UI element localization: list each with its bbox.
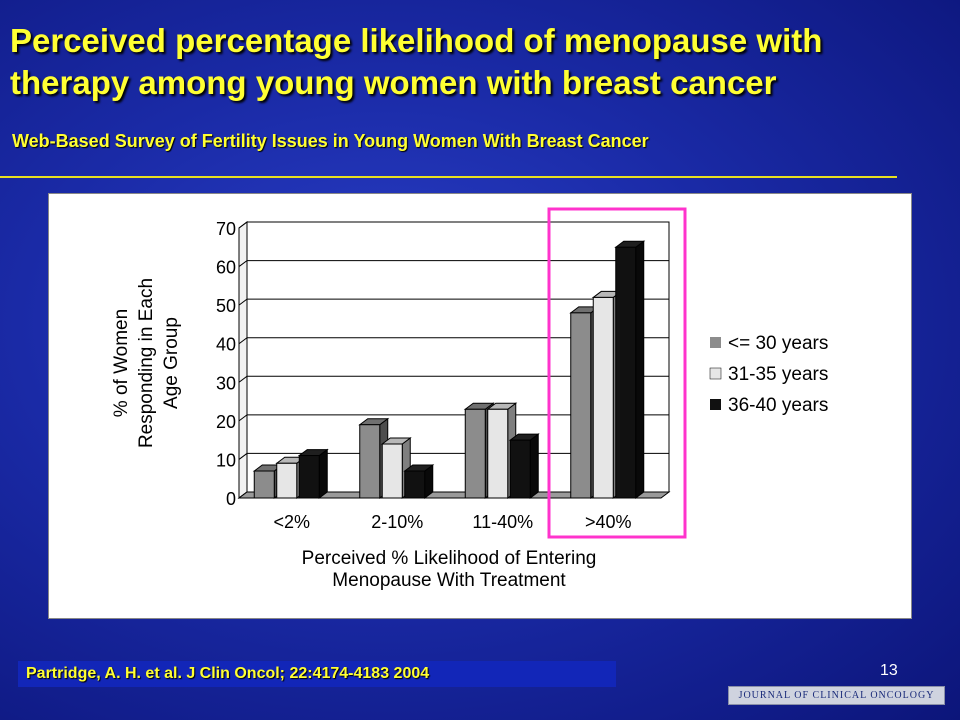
slide-subtitle: Web-Based Survey of Fertility Issues in … — [12, 131, 649, 151]
gridline — [238, 414, 669, 422]
legend-label: 31-35 years — [728, 364, 828, 385]
y-tick-label: 50 — [216, 296, 236, 316]
slide-title: Perceived percentage likelihood of menop… — [10, 22, 823, 101]
x-tick-label: 2-10% — [371, 512, 423, 532]
y-tick-label: 10 — [216, 450, 236, 470]
gridline — [238, 298, 669, 306]
journal-logo: JOURNAL OF CLINICAL ONCOLOGY — [728, 686, 945, 705]
bar-side — [635, 240, 645, 499]
y-tick-label: 40 — [216, 335, 236, 355]
legend-label: 36-40 years — [728, 395, 828, 416]
gridline — [238, 375, 669, 383]
y-axis-label: Age Group — [161, 317, 182, 409]
bar — [404, 470, 426, 499]
gridline — [238, 221, 669, 229]
highlight-box — [547, 207, 687, 539]
x-axis-label: Perceived % Likelihood of Entering — [302, 548, 597, 569]
bar-side — [318, 448, 328, 499]
bar — [298, 455, 320, 499]
x-tick-label: 11-40% — [472, 512, 533, 532]
x-axis-label: Menopause With Treatment — [332, 570, 566, 591]
x-tick-label: >40% — [585, 512, 632, 532]
bar-side — [529, 433, 539, 499]
chart-panel: 0 10 20 30 40 50 60 70 <2% 2-10% 11-40% >40% Perceiv… — [48, 193, 912, 619]
bar — [570, 312, 592, 499]
y-tick-label: 70 — [216, 219, 236, 239]
title-divider — [0, 176, 897, 178]
bar — [592, 296, 614, 499]
legend-swatch — [709, 367, 722, 380]
bar — [464, 408, 486, 499]
y-tick-label: 30 — [216, 373, 236, 393]
bar — [359, 424, 381, 499]
y-tick-label: 60 — [216, 258, 236, 278]
legend-swatch — [710, 399, 721, 410]
gridline — [238, 260, 669, 267]
bar — [487, 408, 509, 499]
y-axis-label: Responding in Each — [136, 278, 157, 448]
bar — [615, 246, 637, 499]
y-tick-label: 20 — [216, 412, 236, 432]
bar — [253, 470, 275, 499]
bar — [509, 439, 531, 499]
x-tick-label: <2% — [273, 512, 310, 532]
bar — [381, 443, 403, 499]
page-number: 13 — [880, 662, 898, 679]
bar-chart: 0 10 20 30 40 50 60 70 <2% 2-10% 11-40% >40% Perceiv… — [111, 207, 828, 591]
y-axis-label: % of Women — [111, 309, 132, 417]
legend-swatch — [710, 337, 721, 348]
citation: Partridge, A. H. et al. J Clin Oncol; 22… — [18, 661, 616, 687]
gridline — [238, 337, 669, 345]
y-tick-label: 0 — [226, 489, 236, 509]
bar — [276, 462, 298, 499]
legend-label: <= 30 years — [728, 333, 828, 354]
